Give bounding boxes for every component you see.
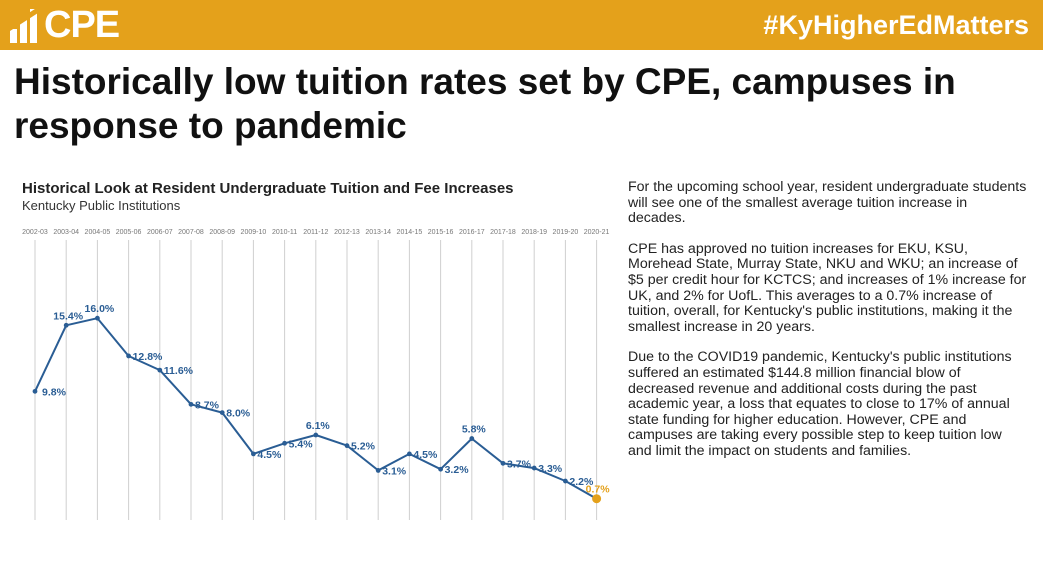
data-label: 8.0% (226, 408, 251, 420)
body-paragraph: CPE has approved no tuition increases fo… (628, 240, 1027, 335)
data-point (563, 478, 568, 484)
chart-title: Historical Look at Resident Undergraduat… (22, 180, 514, 197)
data-label: 3.3% (538, 463, 563, 475)
data-point (282, 440, 287, 446)
data-label: 9.8% (42, 386, 67, 398)
data-point (126, 353, 131, 359)
data-label: 4.5% (413, 449, 438, 461)
data-point (375, 468, 381, 473)
x-tick-label: 2008-09 (209, 229, 235, 236)
data-label: 15.4% (53, 310, 83, 322)
data-label: 3.7% (507, 458, 532, 470)
data-point (95, 315, 100, 321)
body-paragraph: Due to the COVID19 pandemic, Kentucky's … (628, 349, 1012, 459)
data-point (500, 460, 506, 466)
x-tick-label: 2019-20 (553, 229, 579, 236)
x-tick-label: 2011-12 (303, 229, 328, 236)
x-tick-label: 2018-19 (521, 229, 547, 236)
data-label: 3.2% (445, 464, 470, 476)
data-label: 5.2% (351, 441, 376, 453)
x-tick-label: 2003-04 (53, 229, 79, 236)
data-label: 11.6% (164, 365, 194, 377)
data-point (219, 410, 225, 415)
data-point (469, 436, 475, 441)
data-label: 16.0% (85, 303, 115, 315)
x-tick-label: 2009-10 (241, 229, 267, 236)
data-label: 5.4% (289, 438, 314, 450)
data-point (344, 443, 350, 449)
x-tick-label: 2016-17 (459, 229, 485, 236)
data-point (592, 494, 602, 504)
body-paragraph: For the upcoming school year, resident u… (628, 179, 1027, 227)
data-point (32, 388, 38, 394)
body-copy: For the upcoming school year, resident u… (628, 179, 1028, 475)
chart-subtitle: Kentucky Public Institutions (22, 198, 181, 213)
data-label: 2.2% (569, 476, 594, 488)
x-tick-label: 2012-13 (334, 229, 360, 236)
tuition-line-chart: 2002-03 2003-04 2004-05 2005-06 2006-07 2007-… (22, 229, 611, 520)
data-label: 0.7% (586, 484, 611, 496)
data-label: 8.7% (195, 399, 220, 411)
x-tick-label: 2002-03 (22, 229, 48, 236)
page-title: Historically low tuition rates set by CP… (14, 61, 956, 146)
data-label: 5.8% (462, 424, 487, 436)
logo-text: CPE (44, 4, 120, 46)
x-tick-label: 2010-11 (272, 229, 297, 236)
data-label: 3.1% (382, 465, 407, 477)
cpe-logo-mark-icon (10, 7, 38, 43)
x-tick-label: 2005-06 (116, 229, 142, 236)
data-point (157, 367, 163, 373)
data-label: 12.8% (133, 351, 163, 363)
cpe-logo: CPE (8, 4, 120, 46)
x-tick-label: 2014-15 (397, 229, 423, 236)
x-tick-label: 2017-18 (490, 229, 516, 236)
data-point (251, 451, 256, 457)
x-tick-label: 2015-16 (428, 229, 454, 236)
x-tick-label: 2013-14 (365, 229, 391, 236)
x-tick-label: 2004-05 (85, 229, 111, 236)
x-tick-label: 2020-21 (584, 229, 610, 236)
data-point (63, 322, 69, 328)
header-banner: CPE #KyHigherEdMatters (0, 0, 1043, 50)
x-tick-label: 2006-07 (147, 229, 173, 236)
data-label: 6.1% (306, 420, 331, 432)
data-point (407, 451, 412, 457)
hashtag: #KyHigherEdMatters (763, 10, 1029, 40)
data-point (188, 401, 194, 407)
data-label: 4.5% (257, 449, 282, 461)
data-point (313, 432, 319, 438)
data-point (531, 465, 537, 471)
data-point (438, 466, 443, 472)
x-tick-label: 2007-08 (178, 229, 204, 236)
